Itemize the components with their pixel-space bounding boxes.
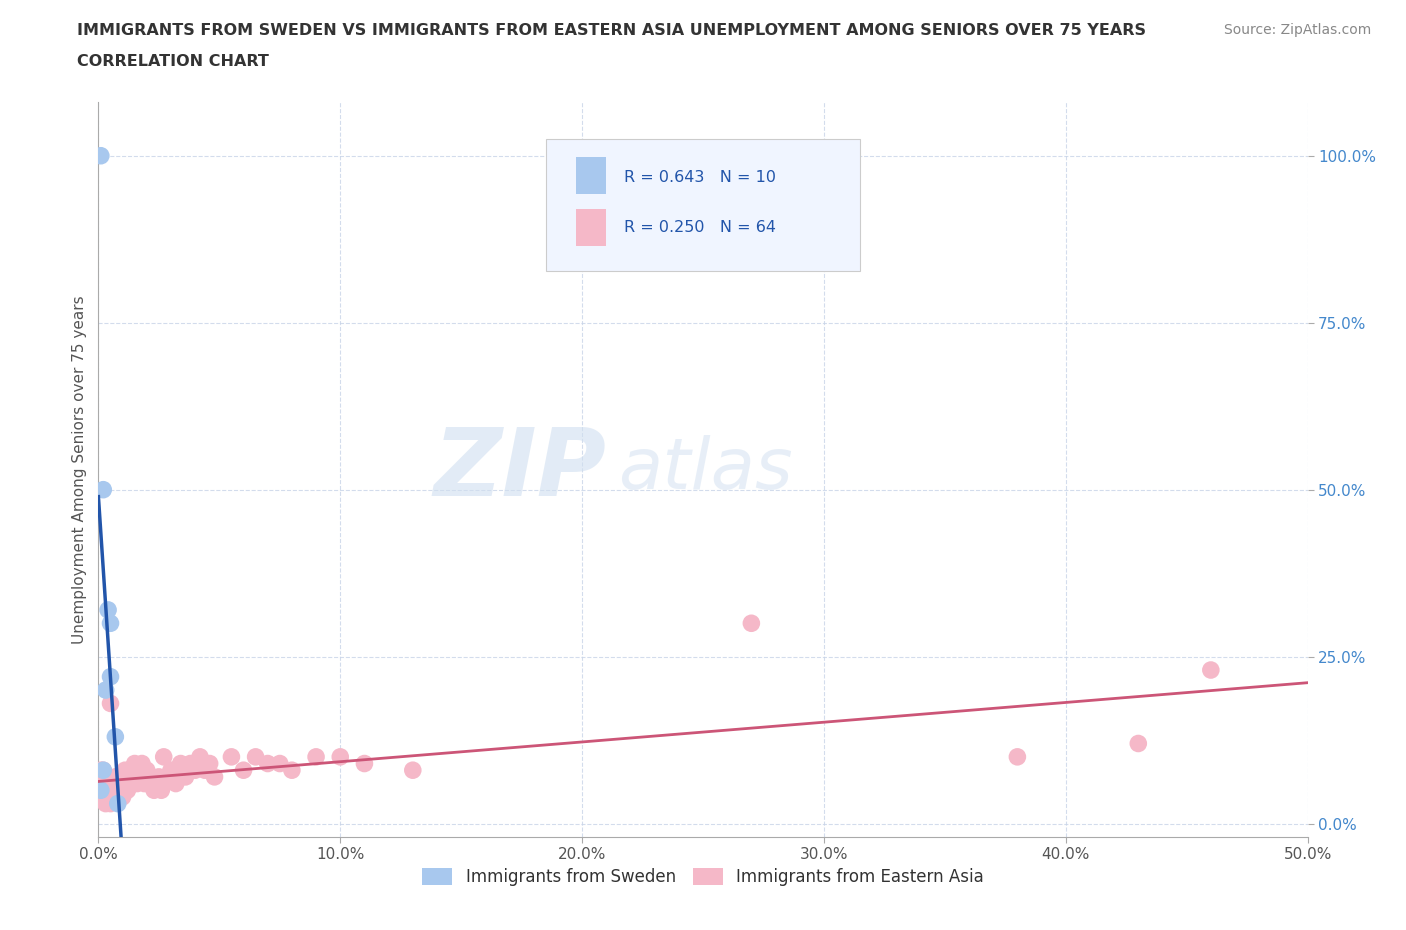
Point [1128,736,1150,751]
Point [150,783,173,798]
Point [281,763,304,777]
Point [97,603,120,618]
Point [152,750,174,764]
Point [91,763,114,777]
Point [91,763,114,777]
Point [269,756,291,771]
Text: Source: ZipAtlas.com: Source: ZipAtlas.com [1223,23,1371,37]
Point [101,777,124,791]
Bar [576,157,606,194]
Point [174,769,197,784]
Point [104,729,127,744]
Text: atlas: atlas [619,435,793,504]
Point [91,790,114,804]
Point [90,777,112,791]
Point [111,777,134,791]
Point [245,750,267,764]
Point [121,777,143,791]
FancyBboxPatch shape [546,139,860,272]
Point [184,763,207,777]
Point [232,763,254,777]
Point [155,769,177,784]
Point [114,763,136,777]
Point [402,763,425,777]
Point [104,769,127,784]
Point [90,783,112,798]
Point [194,763,217,777]
Point [131,756,153,771]
Point [188,750,211,764]
Point [108,783,131,798]
Point [141,769,163,784]
Point [91,777,114,791]
Point [100,616,122,631]
Point [135,763,157,777]
Point [179,756,201,771]
Point [117,783,139,798]
Text: ZIP: ZIP [433,424,606,515]
Point [100,796,122,811]
Point [169,756,191,771]
Text: CORRELATION CHART: CORRELATION CHART [77,54,269,69]
Point [329,750,352,764]
Point [100,783,122,798]
Bar [576,209,606,246]
Text: R = 0.643   N = 10: R = 0.643 N = 10 [624,170,776,185]
Point [118,769,141,784]
Point [256,756,278,771]
Point [100,670,122,684]
Point [94,683,117,698]
Point [94,769,117,784]
Y-axis label: Unemployment Among Seniors over 75 years: Unemployment Among Seniors over 75 years [72,296,87,644]
Point [127,777,149,791]
Point [107,790,129,804]
Point [124,756,146,771]
Point [1007,750,1029,764]
Point [90,790,112,804]
Point [94,783,117,798]
Point [100,696,122,711]
Point [128,769,150,784]
Point [101,790,124,804]
Point [143,783,166,798]
Point [91,483,114,498]
Text: R = 0.250   N = 64: R = 0.250 N = 64 [624,219,776,234]
Point [107,777,129,791]
Text: IMMIGRANTS FROM SWEDEN VS IMMIGRANTS FROM EASTERN ASIA UNEMPLOYMENT AMONG SENIOR: IMMIGRANTS FROM SWEDEN VS IMMIGRANTS FRO… [77,23,1146,38]
Point [221,750,243,764]
Point [94,796,117,811]
Point [353,756,375,771]
Point [160,763,183,777]
Point [107,796,129,811]
Point [138,777,160,791]
Point [104,783,127,798]
Point [1199,662,1222,677]
Point [148,769,170,784]
Point [305,750,328,764]
Point [97,790,120,804]
Point [198,756,221,771]
Point [97,777,120,791]
Point [740,616,762,631]
Point [165,777,187,791]
Point [90,763,112,777]
Point [111,790,134,804]
Legend: Immigrants from Sweden, Immigrants from Eastern Asia: Immigrants from Sweden, Immigrants from … [413,860,993,895]
Point [134,777,156,791]
Point [90,148,112,163]
Point [204,769,226,784]
